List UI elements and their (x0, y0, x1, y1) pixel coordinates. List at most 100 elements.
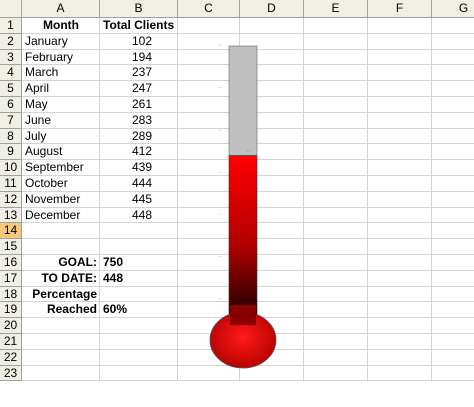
cell-f19[interactable] (368, 302, 432, 319)
row-header-19[interactable]: 19 (0, 302, 22, 319)
cell-c1[interactable] (178, 18, 240, 34)
cell-g23[interactable] (432, 366, 474, 382)
row-header-6[interactable]: 6 (0, 97, 22, 113)
cell-d13[interactable] (240, 207, 304, 224)
cell-d15[interactable] (240, 239, 304, 255)
cell-g15[interactable] (432, 239, 474, 255)
cell-g12[interactable] (432, 192, 474, 208)
cell-g13[interactable] (432, 208, 474, 224)
cell-f18[interactable] (368, 286, 432, 303)
row-header-4[interactable]: 4 (0, 65, 22, 82)
cell-a17[interactable] (22, 270, 100, 287)
cell-a9[interactable] (22, 144, 100, 161)
cell-f22[interactable] (368, 349, 432, 366)
cell-f14[interactable] (368, 223, 432, 240)
cell-d18[interactable] (240, 286, 304, 303)
cell-a4[interactable] (22, 65, 100, 82)
cell-a13[interactable] (22, 207, 100, 224)
cell-a8[interactable] (22, 128, 100, 145)
row-header-5[interactable]: 5 (0, 81, 22, 97)
cell-a21[interactable] (22, 334, 100, 350)
cell-d9[interactable] (240, 144, 304, 161)
cell-e21[interactable] (304, 334, 368, 350)
cell-a1[interactable] (22, 18, 100, 34)
cell-b21[interactable] (100, 334, 178, 350)
cell-d14[interactable] (240, 223, 304, 240)
cell-g9[interactable] (432, 144, 474, 161)
cell-b1[interactable] (100, 18, 178, 34)
row-header-3[interactable]: 3 (0, 49, 22, 66)
cell-f11[interactable] (368, 176, 432, 192)
cell-b23[interactable] (100, 365, 178, 382)
column-header-a[interactable]: A (22, 0, 100, 18)
row-header-14[interactable]: 14 (0, 223, 22, 240)
row-header-7[interactable]: 7 (0, 112, 22, 129)
cell-g2[interactable] (432, 34, 474, 50)
cell-g7[interactable] (432, 113, 474, 129)
cell-b15[interactable] (100, 239, 178, 255)
cell-g19[interactable] (432, 302, 474, 319)
column-header-e[interactable]: E (304, 0, 368, 18)
cell-f9[interactable] (368, 144, 432, 161)
row-header-16[interactable]: 16 (0, 255, 22, 271)
cell-d23[interactable] (240, 365, 304, 382)
cell-b11[interactable] (100, 176, 178, 192)
cell-e20[interactable] (304, 318, 368, 334)
row-header-9[interactable]: 9 (0, 144, 22, 161)
cell-g8[interactable] (432, 129, 474, 145)
row-header-1[interactable]: 1 (0, 18, 22, 34)
cell-d11[interactable] (240, 176, 304, 192)
cell-e19[interactable] (304, 302, 368, 319)
cell-b12[interactable] (100, 191, 178, 208)
cell-b8[interactable] (100, 128, 178, 145)
cell-a5[interactable] (22, 81, 100, 97)
cell-b5[interactable] (100, 81, 178, 97)
cell-e6[interactable] (304, 97, 368, 113)
cell-b13[interactable] (100, 207, 178, 224)
cell-e23[interactable] (304, 365, 368, 382)
cell-a12[interactable] (22, 191, 100, 208)
row-header-17[interactable]: 17 (0, 270, 22, 287)
cell-e2[interactable] (304, 33, 368, 50)
cell-d10[interactable] (240, 160, 304, 176)
cell-a6[interactable] (22, 97, 100, 113)
cell-b10[interactable] (100, 160, 178, 176)
column-header-b[interactable]: B (100, 0, 178, 18)
cell-b7[interactable] (100, 112, 178, 129)
cell-e22[interactable] (304, 349, 368, 366)
cell-e5[interactable] (304, 81, 368, 97)
cell-f1[interactable] (368, 18, 432, 34)
cell-d5[interactable] (240, 81, 304, 97)
column-header-f[interactable]: F (368, 0, 432, 18)
cell-f5[interactable] (368, 81, 432, 97)
cell-f23[interactable] (368, 365, 432, 382)
cell-a20[interactable] (22, 318, 100, 334)
cell-d17[interactable] (240, 270, 304, 287)
cell-c2[interactable] (178, 33, 240, 50)
row-header-15[interactable]: 15 (0, 239, 22, 255)
cell-d19[interactable] (240, 302, 304, 319)
cell-a15[interactable] (22, 239, 100, 255)
cell-f15[interactable] (368, 239, 432, 255)
cell-g22[interactable] (432, 350, 474, 366)
row-header-22[interactable]: 22 (0, 349, 22, 366)
cell-b22[interactable] (100, 349, 178, 366)
cell-e9[interactable] (304, 144, 368, 161)
cell-g11[interactable] (432, 176, 474, 192)
cell-a23[interactable] (22, 365, 100, 382)
cell-g17[interactable] (432, 271, 474, 287)
cell-e4[interactable] (304, 65, 368, 82)
cell-a2[interactable] (22, 33, 100, 50)
cell-g10[interactable] (432, 160, 474, 176)
row-header-23[interactable]: 23 (0, 365, 22, 382)
cell-a16[interactable] (22, 255, 100, 271)
cell-g14[interactable] (432, 223, 474, 240)
cell-a3[interactable] (22, 49, 100, 66)
cell-f20[interactable] (368, 318, 432, 334)
select-all-corner[interactable] (0, 0, 22, 18)
cell-b4[interactable] (100, 65, 178, 82)
cell-b18[interactable] (100, 286, 178, 303)
cell-f13[interactable] (368, 207, 432, 224)
cell-f2[interactable] (368, 33, 432, 50)
cell-e3[interactable] (304, 49, 368, 66)
